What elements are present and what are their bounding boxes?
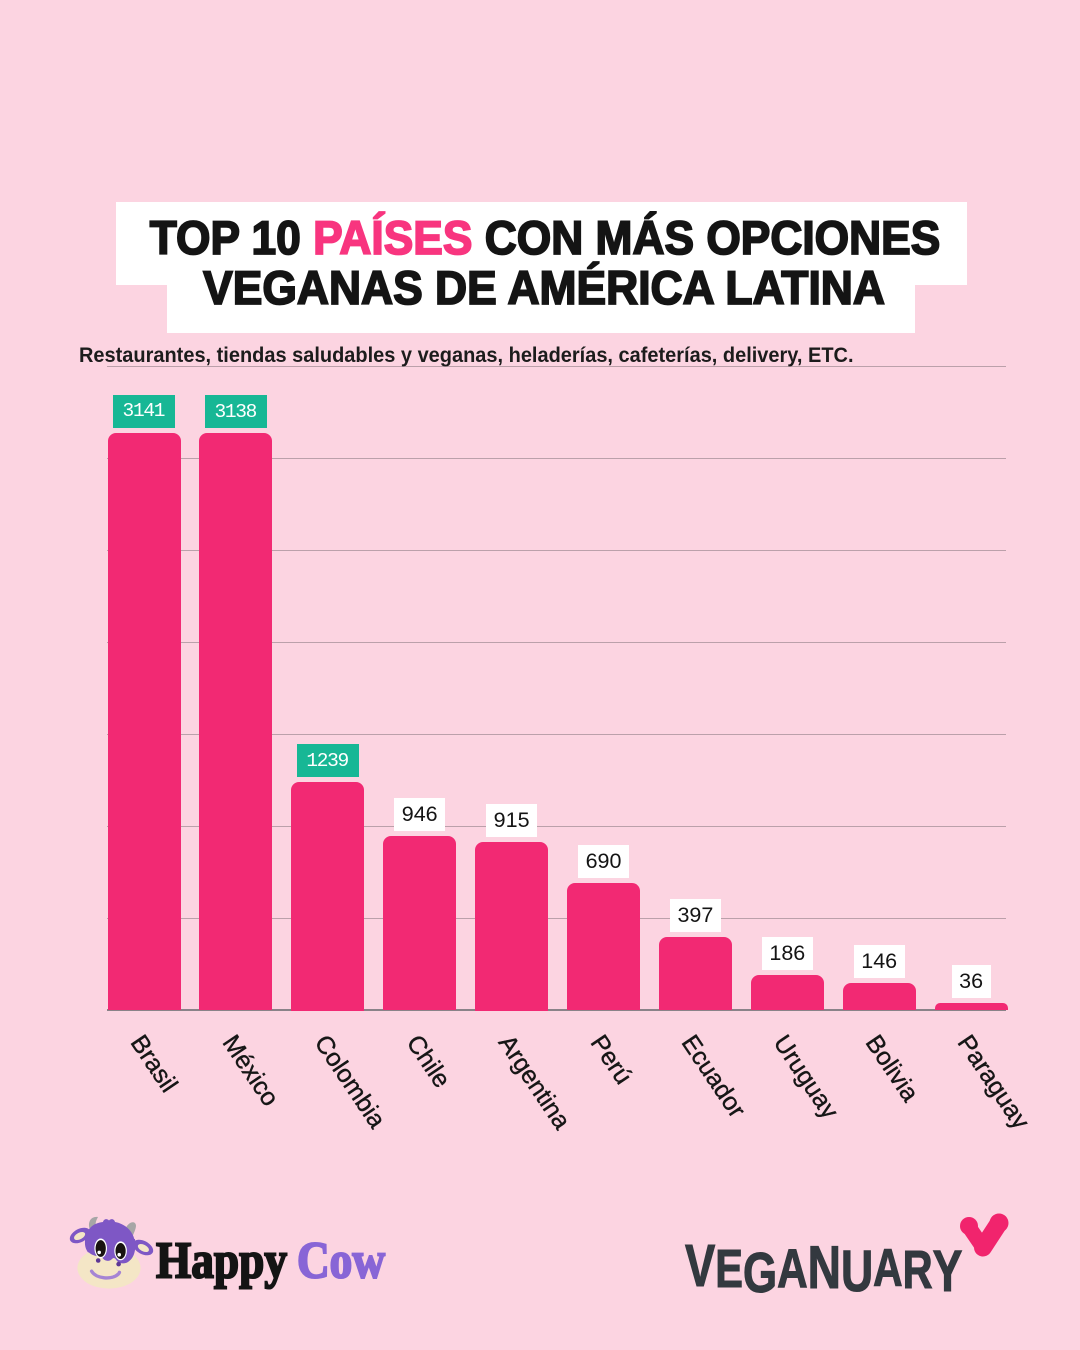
- svg-text:Cow: Cow: [297, 1233, 385, 1290]
- svg-text:Happy: Happy: [156, 1233, 287, 1290]
